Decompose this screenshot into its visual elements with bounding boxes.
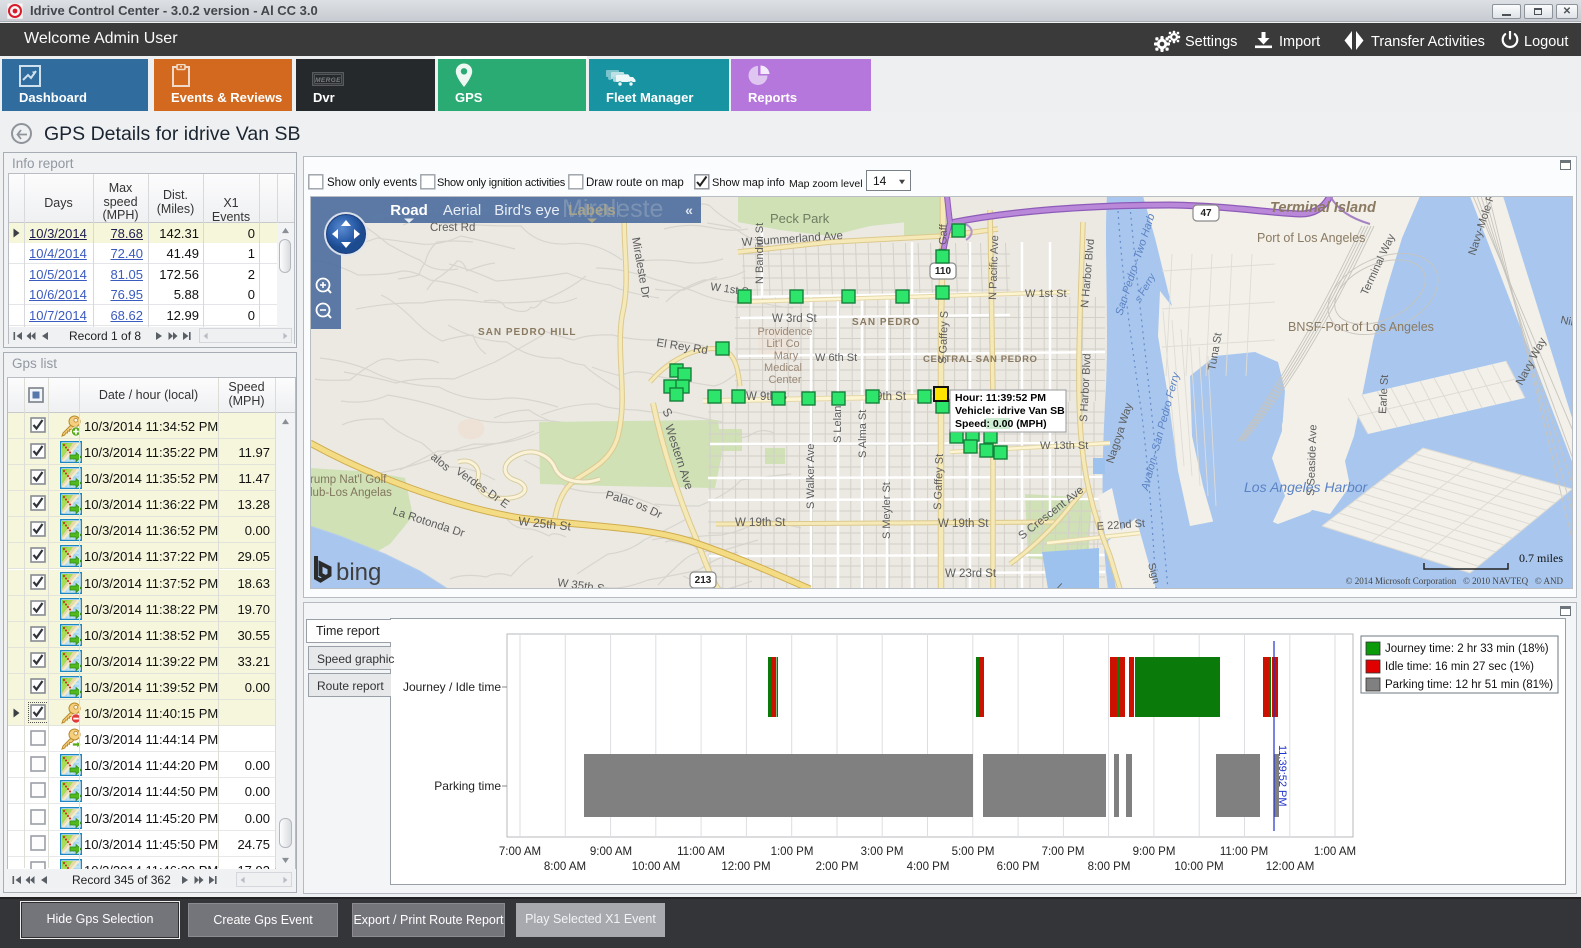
svg-text:12:00 AM: 12:00 AM (1266, 861, 1315, 873)
svg-text:Journey time: 2 hr 33 min (18%: Journey time: 2 hr 33 min (18%) (1385, 643, 1549, 655)
svg-text:Aerial: Aerial (443, 202, 481, 219)
svg-text:N Pacific Ave: N Pacific Ave (987, 235, 1001, 300)
svg-text:W 23rd St: W 23rd St (945, 568, 997, 580)
svg-text:Mary: Mary (774, 350, 799, 362)
svg-text:N Harbor Blvd: N Harbor Blvd (1079, 238, 1097, 308)
svg-text:1:00 PM: 1:00 PM (771, 846, 814, 858)
svg-text:Parking time: 12 hr 51 min (81: Parking time: 12 hr 51 min (81%) (1385, 679, 1553, 691)
svg-text:S Seaside Ave: S Seaside Ave (1305, 424, 1319, 496)
svg-text:W 6th St: W 6th St (815, 352, 857, 364)
svg-text:S Walker Ave: S Walker Ave (805, 444, 817, 509)
svg-text:5:00 PM: 5:00 PM (952, 846, 995, 858)
svg-text:3:00 PM: 3:00 PM (861, 846, 904, 858)
svg-text:W 1st St: W 1st St (1025, 288, 1067, 300)
svg-text:10:00 AM: 10:00 AM (632, 861, 681, 873)
svg-text:12:00 PM: 12:00 PM (721, 861, 770, 873)
svg-text:Via: Via (1052, 582, 1069, 589)
svg-text:Speed: 0.00 (MPH): Speed: 0.00 (MPH) (955, 418, 1047, 430)
svg-text:S Gaffey S: S Gaffey S (937, 311, 951, 364)
svg-text:2:00 PM: 2:00 PM (816, 861, 859, 873)
svg-text:11:39:52 PM: 11:39:52 PM (1276, 745, 1288, 807)
svg-text:W 35th S: W 35th S (557, 577, 606, 589)
svg-text:Journey / Idle time: Journey / Idle time (403, 680, 501, 694)
svg-text:S Harbor Blvd: S Harbor Blvd (1078, 353, 1094, 422)
svg-text:9th St: 9th St (876, 391, 907, 403)
svg-text:47: 47 (1200, 208, 1212, 219)
svg-text:Sign: Sign (1145, 562, 1162, 586)
svg-text:«: « (685, 202, 693, 218)
svg-text:bing: bing (336, 559, 381, 586)
svg-text:Port of Los Angeles: Port of Los Angeles (1257, 231, 1365, 245)
svg-text:Parking time: Parking time (434, 779, 501, 793)
svg-text:MERGE: MERGE (315, 77, 341, 84)
svg-text:W 13th St: W 13th St (1040, 440, 1088, 452)
svg-text:Lit'l Co: Lit'l Co (766, 338, 799, 350)
svg-text:N Bandini St: N Bandini St (754, 223, 766, 284)
svg-text:rump Nat'l Golf: rump Nat'l Golf (310, 474, 387, 486)
svg-text:11:00 PM: 11:00 PM (1220, 846, 1268, 858)
svg-text:BNSF-Port of Los Angeles: BNSF-Port of Los Angeles (1288, 320, 1434, 334)
svg-text:9:00 AM: 9:00 AM (590, 846, 632, 858)
svg-text:10:00 PM: 10:00 PM (1174, 861, 1223, 873)
svg-text:Medical: Medical (764, 362, 802, 374)
svg-text:W 3rd St: W 3rd St (772, 313, 818, 325)
svg-text:0.7 miles: 0.7 miles (1519, 551, 1563, 565)
svg-text:7:00 PM: 7:00 PM (1042, 846, 1085, 858)
svg-text:110: 110 (935, 266, 952, 277)
svg-text:Idle time: 16 min 27 sec (1%): Idle time: 16 min 27 sec (1%) (1385, 661, 1534, 673)
svg-text:W 19th St: W 19th St (735, 517, 786, 529)
svg-text:S Meyler St: S Meyler St (881, 482, 893, 539)
svg-text:Terminal Island: Terminal Island (1270, 200, 1377, 216)
svg-text:213: 213 (695, 575, 712, 586)
svg-text:7:00 AM: 7:00 AM (499, 846, 541, 858)
svg-text:Center: Center (768, 374, 801, 386)
svg-text:Providence: Providence (757, 326, 812, 338)
svg-text:Peck Park: Peck Park (770, 211, 830, 226)
svg-text:© 2014 Microsoft Corporation: © 2014 Microsoft Corporation © 2010 NAVT… (1346, 576, 1564, 586)
svg-text:N Gaff: N Gaff (937, 223, 950, 256)
svg-text:SAN PEDRO HILL: SAN PEDRO HILL (478, 327, 576, 338)
svg-text:11:00 AM: 11:00 AM (677, 846, 725, 858)
svg-text:SAN PEDRO: SAN PEDRO (852, 317, 920, 328)
svg-text:8:00 PM: 8:00 PM (1088, 861, 1131, 873)
svg-text:8:00 AM: 8:00 AM (544, 861, 586, 873)
svg-text:Road: Road (390, 202, 428, 219)
svg-text:Hour: 11:39:52 PM: Hour: 11:39:52 PM (955, 392, 1046, 404)
svg-text:CENTRAL SAN PEDRO: CENTRAL SAN PEDRO (923, 354, 1038, 365)
svg-text:Labels: Labels (568, 202, 616, 219)
svg-text:S Leland: S Leland (832, 400, 844, 443)
svg-text:Earle St: Earle St (1377, 374, 1391, 414)
svg-text:S Gaffey St: S Gaffey St (932, 454, 946, 510)
svg-text:Bird's eye: Bird's eye (494, 202, 559, 219)
svg-text:W 25th St: W 25th St (518, 514, 573, 534)
svg-text:Vehicle: idrive Van SB: Vehicle: idrive Van SB (955, 405, 1065, 417)
svg-text:Los Angeles Harbor: Los Angeles Harbor (1244, 479, 1369, 495)
svg-text:9:00 PM: 9:00 PM (1133, 846, 1176, 858)
svg-text:Miraleste: Miraleste (562, 196, 663, 223)
svg-text:E 22nd St: E 22nd St (1096, 518, 1145, 533)
svg-text:Crest Rd: Crest Rd (430, 222, 475, 234)
svg-text:W 19th St: W 19th St (938, 518, 989, 530)
svg-text:lub-Los Angelas: lub-Los Angelas (310, 487, 392, 499)
svg-text:4:00 PM: 4:00 PM (907, 861, 950, 873)
svg-text:6:00 PM: 6:00 PM (997, 861, 1040, 873)
svg-text:1:00 AM: 1:00 AM (1314, 846, 1356, 858)
svg-text:S Alma St: S Alma St (857, 410, 869, 458)
